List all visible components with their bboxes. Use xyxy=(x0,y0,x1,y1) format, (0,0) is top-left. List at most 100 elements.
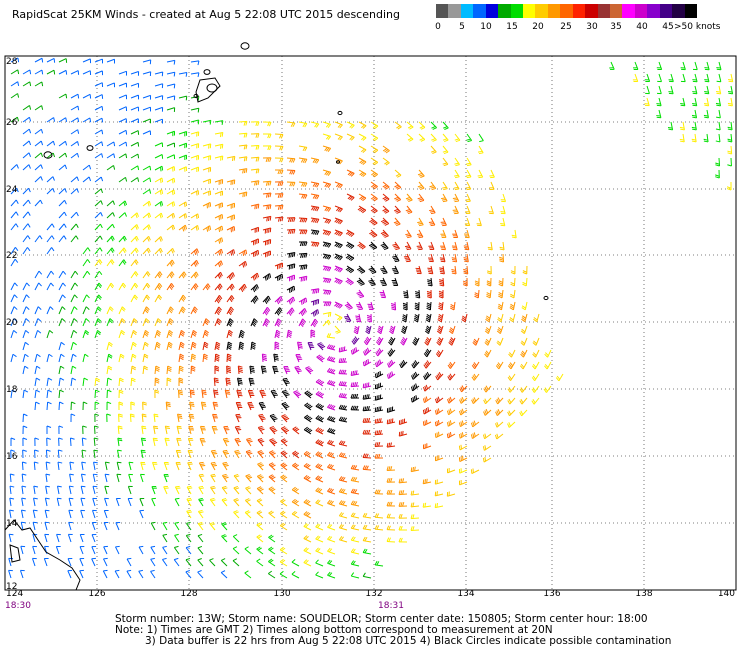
wind-barb xyxy=(268,570,276,579)
wind-barb xyxy=(350,572,360,579)
wind-barb xyxy=(458,455,468,462)
wind-barb xyxy=(466,133,473,143)
wind-barb xyxy=(34,128,44,135)
wind-barb xyxy=(106,58,116,64)
wind-barb xyxy=(451,253,458,263)
wind-barb xyxy=(374,406,384,413)
wind-barb xyxy=(294,365,302,375)
wind-barb xyxy=(379,277,387,287)
wind-barb xyxy=(142,282,151,291)
wind-barb xyxy=(210,449,218,459)
wind-barb xyxy=(8,557,14,567)
wind-barb xyxy=(470,420,480,428)
wind-barb xyxy=(394,121,402,130)
wind-barb xyxy=(257,462,265,471)
wind-barb xyxy=(398,490,408,496)
wind-barb xyxy=(279,570,288,579)
wind-barb xyxy=(386,513,396,519)
wind-barb xyxy=(106,165,116,171)
wind-barb xyxy=(118,141,128,147)
wind-barb xyxy=(262,295,271,304)
wind-barb xyxy=(22,425,28,435)
map-frame xyxy=(4,55,737,591)
wind-barb xyxy=(22,223,31,231)
wind-barb xyxy=(141,425,147,435)
wind-barb xyxy=(118,259,127,267)
wind-barb xyxy=(104,497,109,507)
wind-barb xyxy=(386,525,396,531)
wind-barb xyxy=(466,157,472,167)
wind-barb xyxy=(499,241,505,251)
wind-barb xyxy=(190,154,200,161)
wind-barb xyxy=(79,533,85,543)
wind-barb xyxy=(178,294,187,303)
wind-barb xyxy=(280,510,288,519)
wind-barb xyxy=(326,344,336,351)
wind-barb xyxy=(117,449,122,459)
wind-barb xyxy=(22,116,32,123)
wind-barb xyxy=(322,145,332,153)
wind-barb xyxy=(386,501,396,507)
wind-barb xyxy=(435,455,444,462)
wind-barb xyxy=(274,157,284,163)
wind-barb xyxy=(667,121,674,131)
wind-barb xyxy=(93,461,98,471)
wind-barb xyxy=(130,71,140,76)
wind-barb xyxy=(283,365,291,375)
wind-barb xyxy=(79,569,84,579)
wind-barb xyxy=(34,389,41,399)
wind-barb xyxy=(177,389,183,399)
wind-barb xyxy=(46,306,54,315)
wind-barb xyxy=(346,169,355,177)
wind-barb xyxy=(118,153,128,159)
wind-barb xyxy=(46,389,52,399)
island-outline xyxy=(86,145,94,151)
wind-barb xyxy=(185,557,192,567)
wind-barb xyxy=(298,264,308,270)
wind-barb xyxy=(94,247,103,255)
wind-barb xyxy=(668,73,674,83)
wind-barb xyxy=(130,224,139,231)
wind-barb xyxy=(226,353,232,363)
wind-barb xyxy=(199,425,206,435)
wind-barb xyxy=(197,558,204,567)
wind-barb xyxy=(451,241,458,251)
wind-barb xyxy=(186,497,193,507)
wind-barb xyxy=(458,479,468,486)
wind-barb xyxy=(166,271,175,279)
wind-barb xyxy=(58,270,67,279)
wind-barb xyxy=(140,461,146,471)
wind-barb xyxy=(496,337,504,346)
wind-barb xyxy=(238,260,248,268)
wind-barb xyxy=(118,247,127,255)
wind-barb xyxy=(34,437,40,447)
wind-barb xyxy=(322,319,331,327)
wind-barb xyxy=(166,177,176,184)
wind-barb xyxy=(166,247,175,255)
wind-barb xyxy=(292,462,300,471)
wind-barb xyxy=(434,431,444,439)
wind-barb xyxy=(256,546,264,555)
wind-barb xyxy=(139,497,145,507)
wind-barb xyxy=(139,473,145,483)
wind-barb xyxy=(82,306,90,315)
wind-barb xyxy=(391,277,399,287)
wind-barb xyxy=(463,241,470,251)
wind-barb xyxy=(151,485,157,495)
wind-barb xyxy=(495,421,504,428)
wind-barb xyxy=(118,94,128,100)
wind-barb xyxy=(499,253,505,263)
wind-barb xyxy=(58,377,65,387)
wind-barb xyxy=(94,259,103,267)
wind-barb xyxy=(106,389,112,399)
wind-barb xyxy=(478,133,484,143)
wind-barb xyxy=(91,533,97,543)
wind-barb xyxy=(118,82,128,88)
wind-barb xyxy=(482,433,492,440)
wind-barb xyxy=(350,464,360,471)
wind-barb xyxy=(362,394,372,400)
wind-barb xyxy=(292,450,300,459)
wind-barb xyxy=(80,485,86,495)
wind-barb xyxy=(82,93,92,99)
wind-barb xyxy=(128,473,133,483)
